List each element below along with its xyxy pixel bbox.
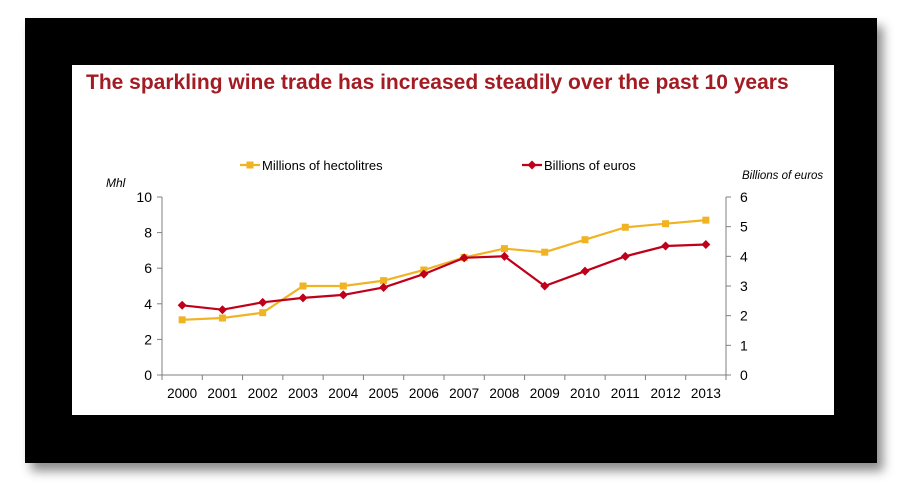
right-axis-tick-label: 6 — [740, 189, 748, 205]
data-point-euros — [177, 300, 187, 310]
left-axis-tick-label: 6 — [144, 260, 152, 276]
left-axis-tick-label: 10 — [136, 189, 152, 205]
series-line-hectolitres — [182, 219, 706, 321]
x-axis-tick-label: 2001 — [207, 386, 237, 401]
legend-marker — [527, 160, 537, 170]
x-axis-tick-label: 2011 — [611, 386, 640, 401]
legend-label: Millions of hectolitres — [262, 158, 383, 173]
legend-marker — [246, 161, 254, 169]
legend-label: Billions of euros — [544, 158, 636, 173]
data-point-hectolitres — [218, 314, 226, 322]
data-point-hectolitres — [541, 248, 549, 256]
data-point-euros — [298, 293, 308, 303]
data-point-euros — [419, 269, 429, 279]
data-point-euros — [217, 305, 227, 315]
x-axis-tick-label: 2012 — [651, 386, 681, 401]
data-point-euros — [258, 297, 268, 307]
chart-svg: 0 2 4 6 8 10 0 1 2 3 4 5 6 2000 2001 2002 2003 2004 2005 20… — [106, 158, 823, 401]
x-axis-tick-label: 2009 — [530, 386, 560, 401]
data-point-euros — [580, 266, 590, 276]
data-point-euros — [459, 253, 469, 263]
data-point-euros — [499, 251, 509, 261]
data-point-hectolitres — [581, 236, 589, 244]
left-axis-tick-label: 0 — [144, 367, 152, 383]
data-point-hectolitres — [380, 277, 388, 285]
data-point-hectolitres — [259, 309, 267, 317]
data-point-euros — [540, 281, 550, 291]
x-axis-tick-label: 2013 — [691, 386, 721, 401]
right-axis-tick-label: 0 — [740, 367, 748, 383]
left-axis-tick-label: 8 — [144, 225, 152, 241]
x-axis-tick-label: 2010 — [570, 386, 600, 401]
x-axis-tick-label: 2003 — [288, 386, 318, 401]
right-axis-tick-label: 5 — [740, 219, 748, 235]
x-axis-tick-label: 2005 — [369, 386, 399, 401]
left-axis-tick-label: 2 — [144, 331, 152, 347]
data-point-hectolitres — [621, 223, 629, 231]
x-axis-tick-label: 2008 — [489, 386, 519, 401]
x-axis-tick-label: 2004 — [328, 386, 359, 401]
x-axis-tick-label: 2000 — [167, 386, 197, 401]
right-axis-tick-label: 4 — [740, 248, 748, 264]
data-point-euros — [338, 290, 348, 300]
chart-panel: The sparkling wine trade has increased s… — [72, 65, 834, 415]
right-axis-tick-label: 3 — [740, 278, 748, 294]
right-axis-tick-label: 1 — [740, 337, 748, 353]
data-point-hectolitres — [500, 245, 508, 253]
data-point-hectolitres — [662, 220, 670, 228]
left-axis-label: Mhl — [106, 176, 126, 190]
series-line-euros — [181, 243, 706, 311]
x-axis-tick-label: 2002 — [248, 386, 278, 401]
data-point-hectolitres — [339, 282, 347, 290]
left-axis-tick-label: 4 — [144, 296, 152, 312]
data-point-euros — [379, 282, 389, 292]
x-axis-tick-label: 2007 — [449, 386, 479, 401]
right-axis-label: Billions of euros — [742, 170, 823, 182]
x-axis-tick-label: 2006 — [409, 386, 439, 401]
right-axis-tick-label: 2 — [740, 308, 748, 324]
data-point-hectolitres — [702, 216, 710, 224]
data-point-hectolitres — [178, 316, 186, 324]
data-point-hectolitres — [299, 282, 307, 290]
data-point-euros — [620, 251, 630, 261]
data-point-euros — [661, 241, 671, 251]
chart-title: The sparkling wine trade has increased s… — [86, 71, 789, 94]
data-point-euros — [701, 239, 711, 249]
